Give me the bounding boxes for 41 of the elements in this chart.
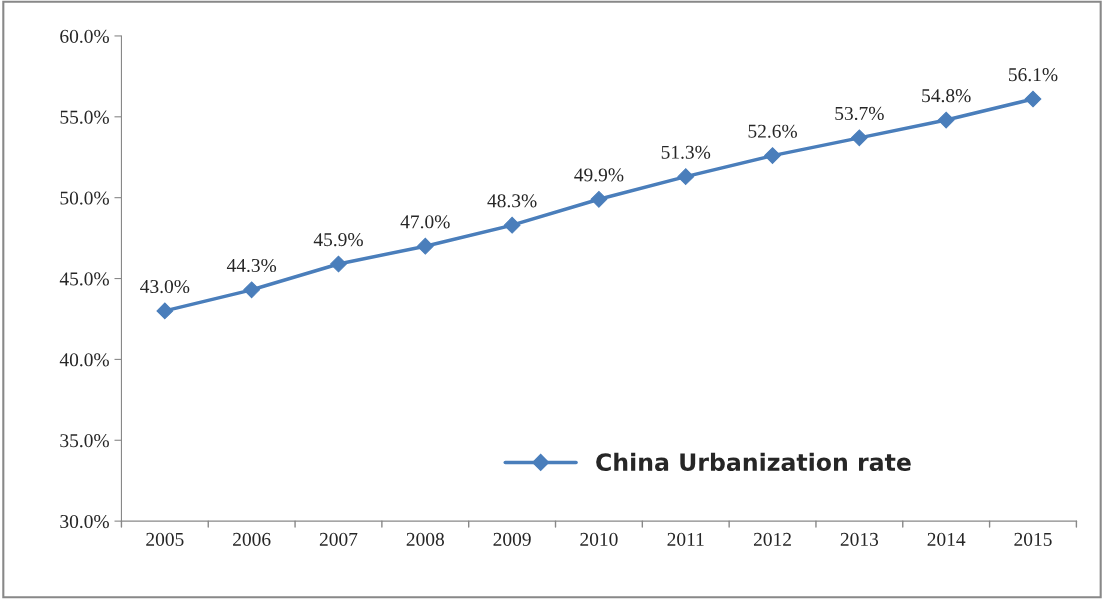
point [677, 168, 695, 186]
data-label: 54.8% [922, 89, 971, 103]
data-label: 56.1% [1009, 68, 1058, 82]
x-tick-label: 2014 [927, 532, 966, 546]
data-label: 49.9% [574, 168, 624, 182]
point [156, 302, 174, 320]
data-label: 44.3% [226, 258, 277, 273]
legend-label: China Urbanization rate [596, 452, 911, 472]
point [850, 129, 868, 147]
point [243, 281, 261, 299]
data-label: 52.6% [748, 124, 797, 138]
data-label: 53.7% [835, 106, 884, 121]
y-tick-label: 55.0% [60, 110, 109, 124]
x-tick-label: 2009 [493, 532, 531, 546]
y-tick-label: 60.0% [60, 29, 109, 43]
x-tick-label: 2015 [1014, 532, 1052, 546]
x-tick-label: 2011 [667, 532, 704, 546]
x-tick-label: 2005 [146, 532, 184, 546]
y-tick-label: 40.0% [59, 353, 109, 367]
data-label: 47.0% [400, 215, 450, 229]
data-label: 51.3% [661, 145, 711, 159]
point [937, 111, 955, 129]
point [764, 147, 781, 164]
data-label: 43.0% [140, 279, 190, 294]
point [590, 190, 608, 208]
x-tick-label: 2012 [753, 532, 791, 546]
x-tick-label: 2008 [406, 532, 444, 546]
x-tick-label: 2006 [233, 532, 271, 546]
y-tick-label: 30.0% [60, 514, 109, 529]
y-tick-label: 35.0% [60, 434, 109, 448]
data-label: 45.9% [313, 233, 363, 247]
point [330, 255, 347, 273]
data-label: 48.3% [487, 194, 537, 208]
y-tick-label: 45.0% [59, 272, 109, 286]
point [503, 216, 521, 234]
y-tick-label: 50.0% [60, 191, 109, 205]
x-tick-label: 2010 [580, 532, 618, 546]
x-tick-label: 2007 [319, 532, 358, 546]
x-tick-label: 2013 [840, 532, 879, 546]
point [416, 237, 434, 255]
point [1024, 90, 1042, 108]
